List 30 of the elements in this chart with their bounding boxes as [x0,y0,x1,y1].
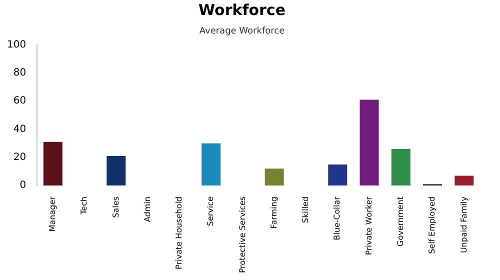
bar [391,148,410,186]
x-tick-label: Blue-Collar [332,196,342,240]
x-tick-label: Protective Services [238,196,247,274]
y-tick-label: 80 [13,68,26,79]
bar [264,168,284,186]
x-tick-label: Admin [142,196,152,222]
chart-subtitle: Average Workforce [199,26,286,37]
x-tick-label: Skilled [301,196,310,223]
x-tick-label: Farming [269,196,278,229]
chart-title: Workforce [198,0,286,19]
x-tick-label: Manager [48,196,57,232]
x-tick-label: Self Employed [428,196,437,254]
x-tick-label: Unpaid Family [459,196,468,254]
bar [454,176,474,186]
bar [106,156,126,186]
x-tick-label: Private Household [174,196,184,270]
x-tick-label: Government [396,196,405,246]
y-tick-label: 40 [13,124,26,135]
bar [328,164,348,186]
bar [360,100,379,186]
y-tick-label: 60 [13,96,26,107]
y-tick-label: 20 [13,152,26,163]
x-tick-label: Service [206,196,216,226]
y-tick-label: 0 [20,180,26,192]
y-tick-label: 100 [6,39,26,50]
x-tick-label: Sales [111,196,120,218]
bar [202,143,221,186]
bar [43,142,62,186]
x-tick-label: Private Worker [364,196,374,256]
x-tick-label: Tech [80,196,89,216]
